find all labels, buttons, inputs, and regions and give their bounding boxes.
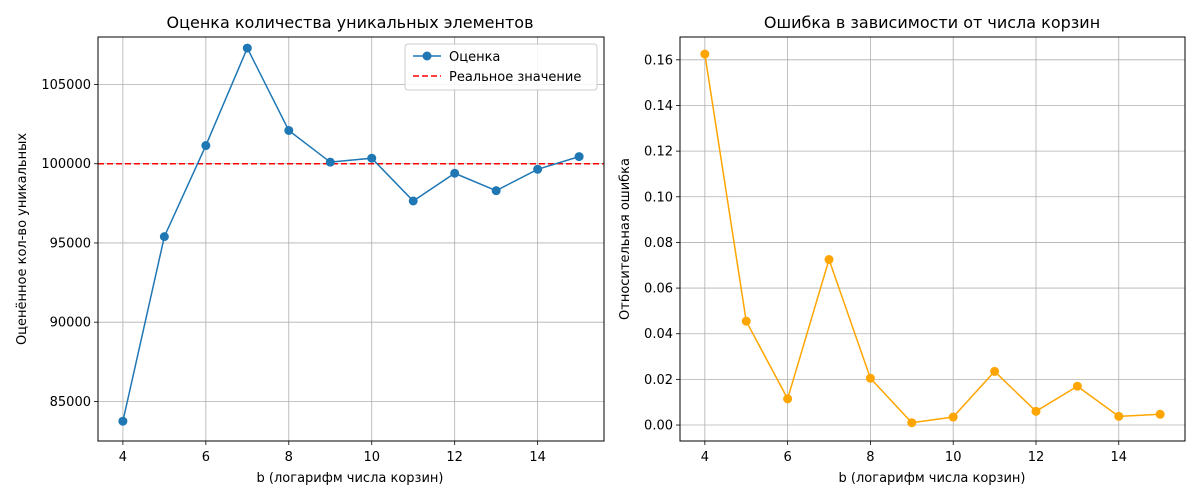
x-tick-label: 8 [866,450,874,465]
y-tick-label: 95000 [50,236,91,251]
data-point [948,412,958,422]
y-tick-label: 0.04 [644,327,673,342]
x-tick-label: 8 [285,450,293,465]
y-tick-label: 0.06 [644,282,673,297]
y-axis-ticks: 0.00 0.02 0.04 0.06 0.08 0.10 0.12 0.14 0.16 [644,53,680,434]
y-tick-label: 0.08 [644,236,673,251]
x-tick-label: 12 [1028,450,1045,465]
chart-error: Ошибка в зависимости от числа корзин 4 6 8… [618,13,1186,486]
data-point [990,366,1000,376]
x-tick-label: 4 [701,450,709,465]
grid [680,37,1185,441]
data-point [1114,411,1124,421]
data-point [201,141,211,151]
y-axis-label: Относительная ошибка [618,158,633,320]
chart-title: Оценка количества уникальных элементов [166,13,533,32]
data-point [367,153,377,163]
legend-box [404,43,598,91]
x-tick-label: 14 [1110,450,1127,465]
y-tick-label: 0.12 [644,145,673,160]
data-point [325,157,335,167]
x-tick-label: 6 [783,450,791,465]
data-point [159,232,169,242]
series-group [118,43,584,426]
chart-title: Ошибка в зависимости от числа корзин [764,13,1100,32]
legend-label-estimate: Оценка [449,50,500,65]
data-point [118,416,128,426]
series-group [700,49,1165,428]
data-point [408,196,418,206]
x-tick-label: 6 [202,450,210,465]
y-tick-label: 90000 [50,316,91,331]
y-tick-label: 0.14 [644,99,673,114]
data-point [1072,381,1082,391]
y-tick-label: 0.00 [644,419,673,434]
data-point [574,152,584,162]
x-axis-ticks: 4 6 8 10 12 14 [119,441,546,465]
data-point [242,43,252,53]
data-point [700,49,710,59]
data-point [1031,406,1041,416]
y-tick-label: 0.10 [644,190,673,205]
data-point [865,373,875,383]
y-tick-label: 105000 [41,78,91,93]
grid [98,37,604,441]
series-line [122,46,580,422]
plot-frame [679,36,1186,442]
data-point [824,255,834,265]
y-tick-label: 85000 [50,395,91,410]
data-point [1155,409,1165,419]
y-tick-label: 100000 [41,157,91,172]
y-axis-label: Оценённое кол-во уникальных [15,133,30,345]
chart-estimate: Оценка количества уникальных элементов 4… [15,13,605,486]
data-point [741,316,751,326]
legend-marker-estimate [422,51,432,61]
data-point [450,168,460,178]
x-tick-label: 14 [529,450,546,465]
x-axis-label: b (логарифм числа корзин) [839,471,1026,486]
data-point [783,394,793,404]
data-point [284,125,294,135]
x-axis-ticks: 4 6 8 10 12 14 [701,441,1127,465]
data-point [533,164,543,174]
y-tick-label: 0.16 [644,53,673,68]
series-line [704,54,1161,424]
legend-label-real-value: Реальное значение [449,70,581,85]
data-point [491,186,501,196]
x-tick-label: 10 [945,450,962,465]
x-tick-label: 12 [446,450,463,465]
x-tick-label: 10 [363,450,380,465]
data-point [907,418,917,428]
x-axis-label: b (логарифм числа корзин) [257,471,444,486]
legend: Оценка Реальное значение [404,43,598,91]
y-tick-label: 0.02 [644,373,673,388]
y-axis-ticks: 85000 90000 95000 100000 105000 [41,78,98,410]
x-tick-label: 4 [119,450,127,465]
plot-frame [97,36,605,442]
